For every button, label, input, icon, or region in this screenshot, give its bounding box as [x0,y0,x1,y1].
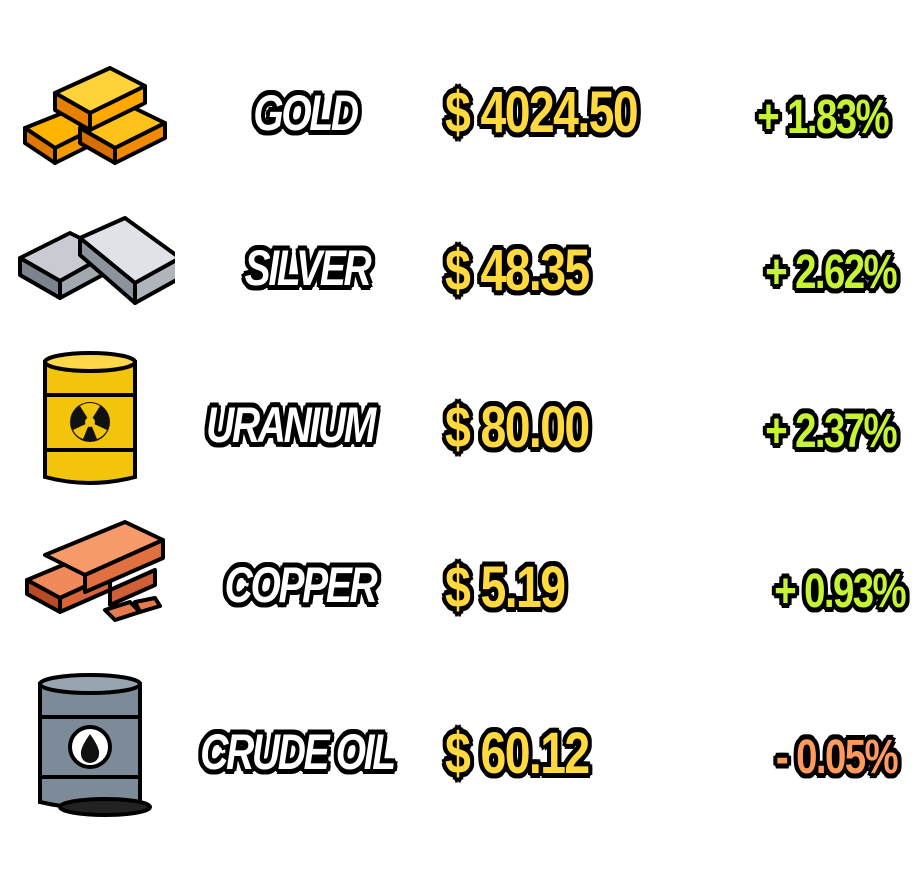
copper-bars-icon [25,520,165,622]
commodity-name: GOLD [253,85,359,141]
radioactive-barrel-icon [43,351,137,485]
commodity-name: COPPER [224,557,378,613]
commodity-price: $ 48.35 [445,238,590,303]
commodity-name: CRUDE OIL [200,724,396,780]
commodity-row-gold: GOLD $ 4024.50 + 1.83% [0,38,921,188]
commodity-price: $ 60.12 [445,721,590,786]
commodity-name: SILVER [244,240,372,296]
gold-bars-icon [23,66,167,165]
oil-barrel-icon [38,673,152,817]
commodity-change: + 0.93% [774,565,906,618]
commodity-name: URANIUM [206,397,376,453]
commodity-row-crude-oil: CRUDE OIL $ 60.12 - 0.05% [0,672,921,822]
commodity-row-copper: COPPER $ 5.19 + 0.93% [0,510,921,660]
commodity-change: + 2.37% [765,405,897,458]
commodity-row-silver: SILVER $ 48.35 + 2.62% [0,193,921,343]
commodity-change: + 2.62% [765,246,897,299]
commodity-row-uranium: URANIUM $ 80.00 + 2.37% [0,350,921,500]
commodity-price: $ 5.19 [445,555,566,620]
commodity-change: - 0.05% [775,731,899,784]
commodity-price: $ 80.00 [445,395,590,460]
commodity-price: $ 4024.50 [445,80,639,145]
commodity-change: + 1.83% [757,91,889,144]
silver-bars-icon [18,216,175,305]
